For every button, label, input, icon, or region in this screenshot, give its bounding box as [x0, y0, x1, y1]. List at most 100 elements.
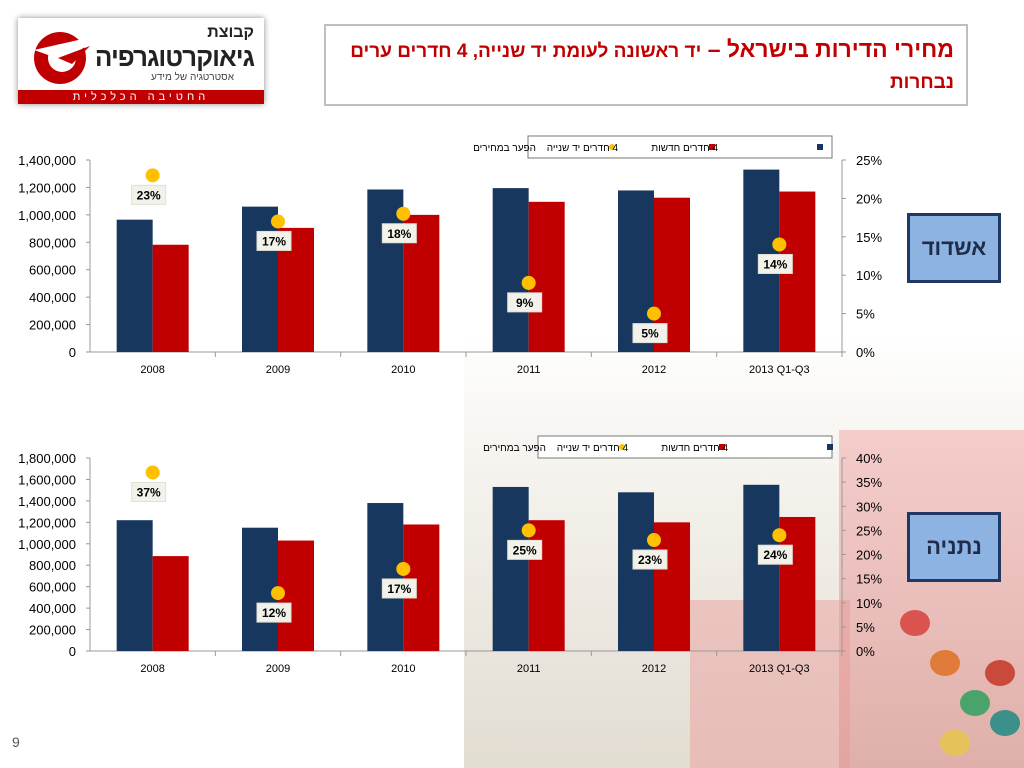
legend-box — [527, 135, 833, 159]
gap-point — [772, 528, 787, 543]
data-label: 24% — [763, 548, 787, 562]
title-sub: יד ראשונה לעומת יד שנייה, 4 חדרים ערים נ… — [350, 41, 954, 93]
bar-new — [743, 484, 780, 651]
bar-second-hand — [152, 556, 189, 651]
abacus-bead — [960, 690, 990, 716]
data-label-box — [632, 323, 668, 344]
abacus-bead — [900, 610, 930, 636]
legend-marker — [619, 444, 625, 450]
y-tick-label-left: 1,800,000 — [18, 451, 76, 466]
data-label-box — [256, 230, 292, 251]
data-label: 17% — [262, 234, 286, 248]
logo-line1: קבוצת — [207, 24, 254, 41]
x-tick-label: 2011 — [517, 663, 541, 675]
y-tick-label-right: 0% — [856, 644, 875, 659]
y-tick-label-right: 25% — [856, 523, 882, 538]
x-tick-label: 2010 — [391, 663, 415, 675]
data-label: 14% — [763, 257, 787, 271]
bar-second-hand — [152, 244, 189, 352]
y-tick-label-right: 35% — [856, 475, 882, 490]
y-tick-label-right: 40% — [856, 451, 882, 466]
y-tick-label-left: 0 — [69, 644, 76, 659]
data-label-box — [381, 223, 417, 244]
legend-marker — [827, 444, 833, 450]
data-label-box — [131, 481, 167, 502]
gap-point — [396, 561, 411, 576]
y-tick-label-right: 5% — [856, 307, 875, 322]
bar-new — [492, 188, 529, 352]
data-label: 23% — [137, 188, 161, 202]
title-main: מחירי הדירות בישראל – — [701, 36, 954, 62]
gap-point — [396, 206, 411, 221]
y-tick-label-right: 25% — [856, 153, 882, 168]
page-number: 9 — [12, 734, 20, 750]
x-tick-label: 2011 — [517, 364, 541, 376]
bar-new — [618, 492, 654, 651]
y-tick-label-left: 200,000 — [29, 318, 76, 333]
data-label-box — [757, 544, 793, 565]
city-label-ashdod: אשדוד — [907, 213, 1001, 283]
y-tick-label-right: 10% — [856, 268, 882, 283]
legend-label: הפער במחירים — [473, 143, 536, 154]
bar-second-hand — [528, 201, 565, 352]
bar-new — [116, 219, 153, 352]
abacus-bead — [990, 710, 1020, 736]
logo-band: החטיבה הכלכלית — [18, 90, 264, 104]
netanya-chart: 0 200,000 400,000 600,000 800,000 1,000,000 1,… — [0, 428, 900, 690]
bar-second-hand — [654, 522, 690, 651]
bar-new — [242, 206, 278, 352]
y-tick-label-left: 600,000 — [29, 263, 76, 278]
logo-line2: גיאוקרטוגרפיה — [94, 42, 255, 72]
data-label-box — [256, 602, 292, 623]
x-tick-label: 2008 — [140, 663, 164, 675]
gap-point — [647, 306, 661, 321]
legend-marker — [817, 144, 823, 150]
bar-new — [242, 527, 278, 651]
data-label: 18% — [387, 227, 411, 241]
data-label-box — [632, 549, 668, 570]
gap-point — [271, 586, 285, 601]
data-label-box — [507, 292, 543, 313]
y-tick-label-left: 1,200,000 — [18, 180, 76, 195]
y-tick-label-left: 1,000,000 — [18, 537, 76, 552]
y-tick-label-left: 400,000 — [29, 290, 76, 305]
y-tick-label-left: 1,000,000 — [18, 208, 76, 223]
y-tick-label-right: 20% — [856, 191, 882, 206]
y-tick-label-right: 20% — [856, 548, 882, 563]
x-tick-label: 2012 — [642, 663, 666, 675]
logo-tagline: אסטרטגיה של מידע — [151, 72, 234, 83]
y-tick-label-left: 400,000 — [29, 601, 76, 616]
gap-point — [271, 214, 285, 229]
legend-marker — [709, 144, 715, 150]
data-label-box — [757, 253, 793, 274]
data-label-box — [131, 184, 167, 205]
gap-point — [521, 523, 536, 538]
y-tick-label-left: 800,000 — [29, 558, 76, 573]
data-label: 23% — [638, 553, 662, 567]
y-tick-label-right: 10% — [856, 596, 882, 611]
x-tick-label: 2010 — [391, 364, 415, 376]
abacus-bead — [940, 730, 970, 756]
y-tick-label-left: 200,000 — [29, 623, 76, 638]
data-label: 17% — [387, 582, 411, 596]
logo-mark-icon — [34, 32, 96, 84]
legend-label: 4 חדרים יד שנייה — [547, 143, 619, 154]
x-tick-label: 2009 — [266, 663, 290, 675]
city-label-netanya: נתניה — [907, 512, 1001, 582]
y-tick-label-left: 1,400,000 — [18, 153, 76, 168]
chart-svg: 0 200,000 400,000 600,000 800,000 1,000,000 1,… — [18, 135, 882, 376]
y-tick-label-left: 600,000 — [29, 580, 76, 595]
legend-label: 4 חדרים חדשות — [661, 443, 728, 454]
abacus-bead — [930, 650, 960, 676]
bar-second-hand — [528, 520, 565, 651]
background-accent — [839, 430, 1024, 768]
gap-point — [521, 275, 536, 290]
bar-second-hand — [779, 516, 816, 651]
legend-marker — [719, 444, 725, 450]
gap-point — [145, 465, 160, 480]
data-label: 25% — [513, 543, 537, 557]
company-logo: קבוצת גיאוקרטוגרפיה אסטרטגיה של מידע החט… — [18, 18, 264, 104]
y-tick-label-left: 800,000 — [29, 235, 76, 250]
x-tick-label: 2008 — [140, 364, 164, 376]
y-tick-label-right: 30% — [856, 499, 882, 514]
